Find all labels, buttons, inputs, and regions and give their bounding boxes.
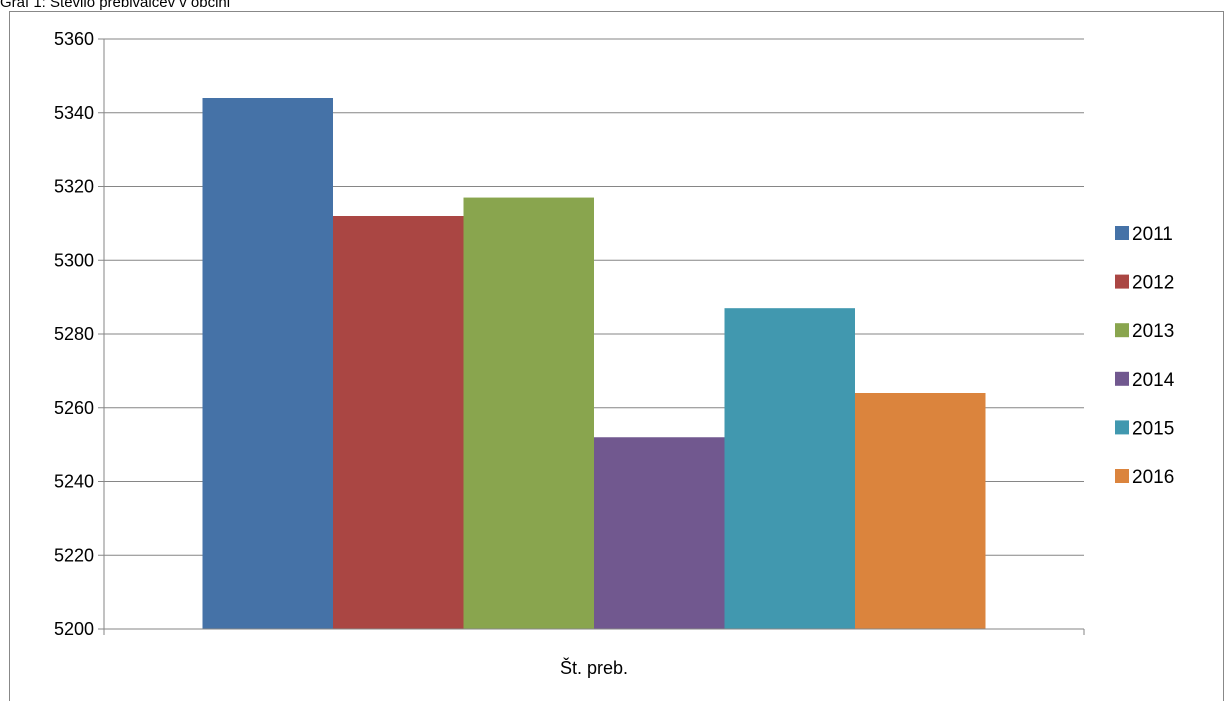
legend: 2011 2012 2013 2014 2015 2016 bbox=[1115, 224, 1175, 488]
legend-swatch-2011 bbox=[1115, 226, 1129, 240]
legend-label-2012: 2012 bbox=[1132, 273, 1174, 294]
legend-swatch-2015 bbox=[1115, 420, 1129, 435]
bar-2016 bbox=[855, 393, 986, 629]
y-tick-label: 5280 bbox=[54, 324, 94, 344]
bar-2015 bbox=[724, 308, 855, 629]
bar-2012 bbox=[333, 216, 464, 629]
legend-swatch-2013 bbox=[1115, 323, 1129, 338]
x-category-label: Št. preb. bbox=[560, 657, 628, 678]
x-category-labels: Št. preb. bbox=[560, 657, 628, 678]
bar-2011 bbox=[202, 98, 333, 629]
y-tick-label: 5300 bbox=[54, 250, 94, 270]
y-tick-label: 5200 bbox=[54, 619, 94, 639]
legend-swatch-2014 bbox=[1115, 371, 1129, 386]
legend-label-2011: 2011 bbox=[1132, 224, 1173, 245]
chart-frame bbox=[9, 11, 1224, 701]
y-tick-label: 5220 bbox=[54, 545, 94, 565]
chart-caption: Graf 1: Število prebivalcev v občini bbox=[0, 0, 231, 11]
legend-label-2015: 2015 bbox=[1132, 418, 1174, 439]
y-tick-label: 5340 bbox=[54, 103, 94, 123]
y-tick-label: 5260 bbox=[54, 398, 94, 418]
y-tick-labels: 5200 5220 5240 5260 5280 5300 5320 5340 5360 bbox=[54, 29, 94, 639]
legend-label-2014: 2014 bbox=[1132, 370, 1175, 391]
y-tick-label: 5320 bbox=[54, 177, 94, 197]
bar-2013 bbox=[463, 197, 594, 629]
bar-2014 bbox=[594, 437, 725, 629]
axes bbox=[103, 39, 1085, 635]
bars bbox=[202, 98, 986, 629]
legend-swatch-2016 bbox=[1115, 469, 1129, 483]
legend-swatch-2012 bbox=[1115, 274, 1129, 289]
legend-label-2016: 2016 bbox=[1132, 467, 1174, 488]
y-tick-label: 5240 bbox=[54, 472, 94, 492]
y-tick-label: 5360 bbox=[54, 29, 94, 49]
legend-label-2013: 2013 bbox=[1132, 321, 1174, 342]
